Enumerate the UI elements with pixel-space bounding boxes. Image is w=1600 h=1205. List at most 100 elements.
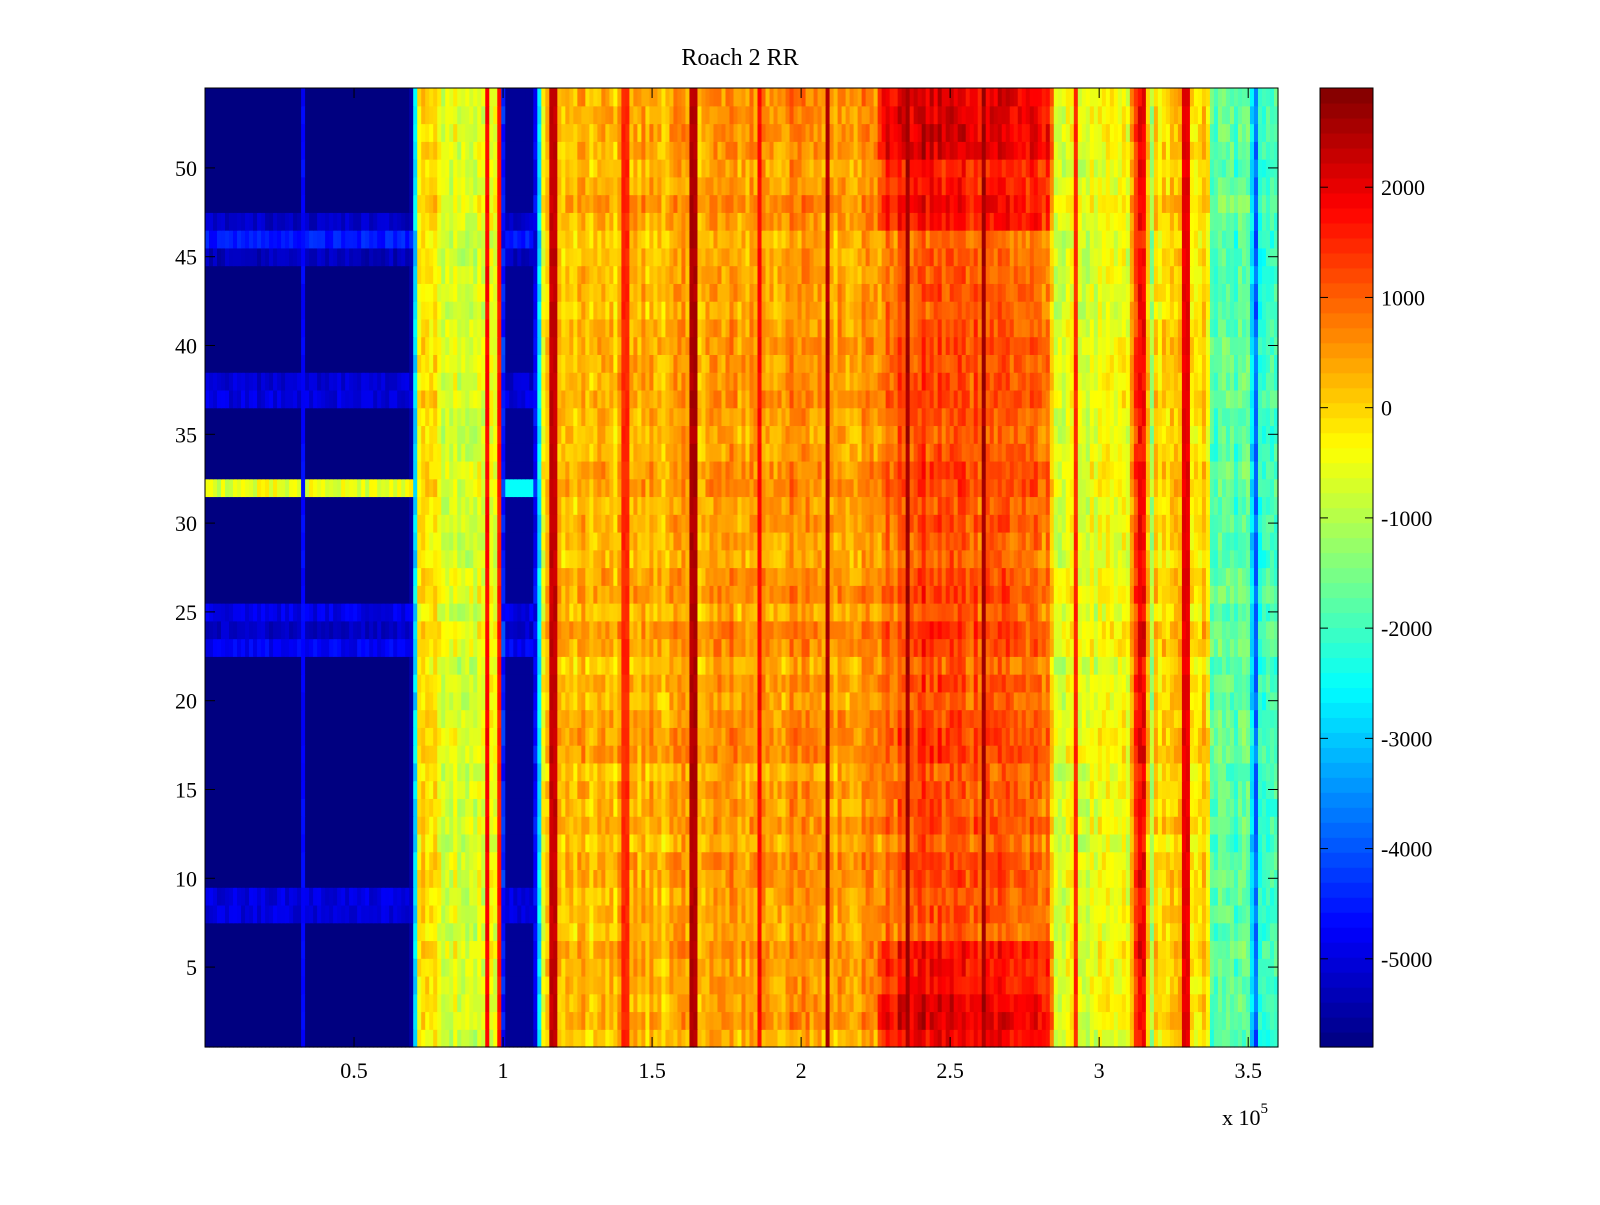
heatmap-cell bbox=[477, 993, 482, 1013]
heatmap-cell bbox=[569, 816, 574, 835]
heatmap-cell bbox=[877, 727, 883, 746]
heatmap-cell bbox=[1001, 727, 1007, 746]
heatmap-cell bbox=[505, 762, 510, 782]
heatmap-cell bbox=[525, 709, 530, 728]
heatmap-cell bbox=[793, 940, 799, 959]
heatmap-cell bbox=[749, 709, 755, 728]
heatmap-cell bbox=[989, 833, 995, 853]
heatmap-cell bbox=[757, 780, 763, 799]
heatmap-cell bbox=[673, 851, 679, 871]
heatmap-cell bbox=[1261, 727, 1267, 746]
heatmap-cell bbox=[613, 816, 618, 835]
heatmap-cell bbox=[1137, 940, 1143, 959]
heatmap-cell bbox=[261, 780, 266, 799]
heatmap-cell bbox=[1197, 833, 1203, 853]
heatmap-cell bbox=[437, 745, 442, 764]
heatmap-cell bbox=[413, 975, 418, 995]
heatmap-cell bbox=[597, 887, 602, 906]
heatmap-cell bbox=[789, 833, 795, 853]
heatmap-cell bbox=[849, 904, 855, 924]
heatmap-cell bbox=[225, 940, 230, 959]
heatmap-cell bbox=[813, 833, 819, 853]
heatmap-cell bbox=[977, 816, 983, 835]
heatmap-cell bbox=[569, 762, 574, 782]
heatmap-cell bbox=[453, 993, 458, 1013]
heatmap-cell bbox=[581, 1029, 586, 1048]
heatmap-cell bbox=[361, 780, 366, 799]
heatmap-cell bbox=[1073, 993, 1079, 1013]
heatmap-cell bbox=[1093, 798, 1099, 817]
heatmap-cell bbox=[285, 780, 290, 799]
heatmap-cell bbox=[405, 851, 410, 871]
heatmap-cell bbox=[729, 1011, 735, 1030]
heatmap-cell bbox=[633, 869, 638, 888]
heatmap-cell bbox=[381, 940, 386, 959]
heatmap-cell bbox=[929, 869, 935, 888]
heatmap-cell bbox=[973, 904, 979, 924]
heatmap-cell bbox=[885, 958, 891, 977]
heatmap-cell bbox=[577, 869, 582, 888]
heatmap-cell bbox=[761, 993, 767, 1013]
heatmap-cell bbox=[709, 869, 715, 888]
heatmap-cell bbox=[397, 709, 402, 728]
heatmap-cell bbox=[1113, 851, 1119, 871]
heatmap-cell bbox=[857, 887, 863, 906]
heatmap-cell bbox=[1009, 851, 1015, 871]
heatmap-cell bbox=[885, 780, 891, 799]
heatmap-cell bbox=[1249, 762, 1255, 782]
heatmap-cell bbox=[757, 975, 763, 995]
heatmap-cell bbox=[345, 975, 350, 995]
heatmap-cell bbox=[265, 940, 270, 959]
heatmap-cell bbox=[573, 833, 578, 853]
heatmap-cell bbox=[805, 1011, 811, 1030]
heatmap-cell bbox=[401, 922, 406, 942]
heatmap-cell bbox=[353, 958, 358, 977]
heatmap-cell bbox=[941, 958, 947, 977]
heatmap-cell bbox=[481, 851, 486, 871]
heatmap-cell bbox=[405, 727, 410, 746]
heatmap-cell bbox=[729, 1029, 735, 1048]
heatmap-cell bbox=[1149, 833, 1155, 853]
heatmap-cell bbox=[849, 887, 855, 906]
heatmap-cell bbox=[457, 869, 462, 888]
heatmap-cell bbox=[397, 816, 402, 835]
heatmap-cell bbox=[641, 1029, 647, 1048]
heatmap-cell bbox=[577, 904, 582, 924]
heatmap-cell bbox=[677, 727, 683, 746]
heatmap-cell bbox=[1037, 975, 1043, 995]
heatmap-cell bbox=[817, 975, 823, 995]
heatmap-cell bbox=[1181, 851, 1187, 871]
heatmap-cell bbox=[969, 940, 975, 959]
heatmap-cell bbox=[221, 904, 226, 924]
heatmap-cell bbox=[873, 993, 879, 1013]
heatmap-cell bbox=[1129, 762, 1135, 782]
heatmap-cell bbox=[685, 851, 691, 871]
heatmap-cell bbox=[1169, 851, 1175, 871]
heatmap-cell bbox=[565, 816, 570, 835]
heatmap-cell bbox=[1241, 940, 1247, 959]
heatmap-cell bbox=[537, 1011, 542, 1030]
heatmap-cell bbox=[1161, 833, 1167, 853]
heatmap-cell bbox=[333, 958, 338, 977]
heatmap-cell bbox=[581, 851, 586, 871]
heatmap-cell bbox=[1109, 780, 1115, 799]
heatmap-cell bbox=[517, 869, 522, 888]
heatmap-cell bbox=[485, 887, 490, 906]
heatmap-cell bbox=[273, 816, 278, 835]
heatmap-cell bbox=[341, 887, 346, 906]
heatmap-cell bbox=[985, 869, 991, 888]
heatmap-cell bbox=[413, 709, 418, 728]
heatmap-cell bbox=[341, 709, 346, 728]
heatmap-cell bbox=[557, 762, 562, 782]
heatmap-cell bbox=[1169, 762, 1175, 782]
heatmap-cell bbox=[1041, 851, 1047, 871]
heatmap-cell bbox=[329, 851, 334, 871]
heatmap-cell bbox=[433, 851, 438, 871]
heatmap-cell bbox=[941, 1029, 947, 1048]
heatmap-cell bbox=[685, 745, 691, 764]
heatmap-cell bbox=[1205, 762, 1211, 782]
heatmap-cell bbox=[1029, 869, 1035, 888]
heatmap-cell bbox=[581, 940, 586, 959]
heatmap-cell bbox=[1105, 940, 1111, 959]
heatmap-cell bbox=[797, 940, 803, 959]
